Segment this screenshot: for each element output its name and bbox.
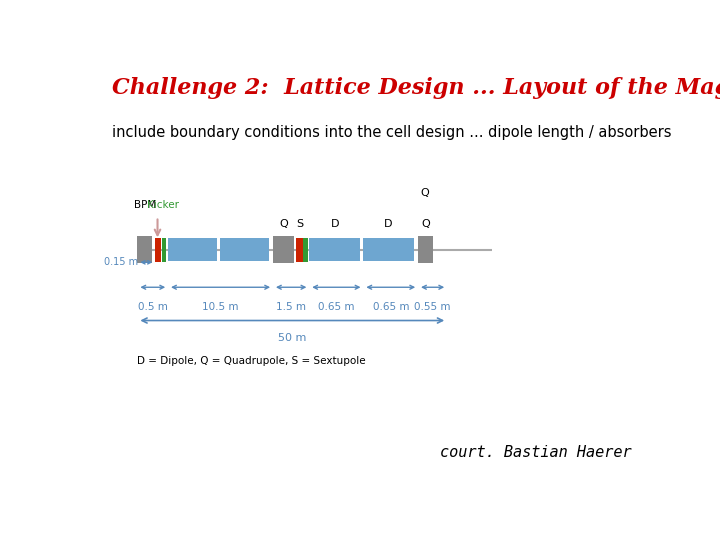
Text: include boundary conditions into the cell design ... dipole length / absorbers: include boundary conditions into the cel… bbox=[112, 125, 672, 140]
Bar bbox=[168, 238, 217, 261]
Bar bbox=[364, 238, 413, 261]
Text: 0.15 m: 0.15 m bbox=[104, 257, 138, 267]
Text: 0.65 m: 0.65 m bbox=[372, 302, 409, 312]
Bar bbox=[138, 237, 153, 264]
Text: Q: Q bbox=[279, 219, 288, 229]
Bar bbox=[297, 238, 302, 262]
Bar bbox=[273, 237, 294, 264]
Bar bbox=[156, 238, 161, 262]
Text: 1.5 m: 1.5 m bbox=[276, 302, 306, 312]
Bar bbox=[310, 238, 360, 261]
Bar bbox=[418, 237, 433, 264]
Text: Kicker: Kicker bbox=[147, 200, 179, 210]
Bar bbox=[162, 238, 166, 262]
Text: Challenge 2:  Lattice Design ... Layout of the Magnets: Challenge 2: Lattice Design ... Layout o… bbox=[112, 77, 720, 99]
Text: 0.5 m: 0.5 m bbox=[138, 302, 168, 312]
Text: Q: Q bbox=[421, 219, 430, 229]
Text: S: S bbox=[296, 219, 303, 229]
Text: 0.65 m: 0.65 m bbox=[318, 302, 355, 312]
Text: 0.55 m: 0.55 m bbox=[415, 302, 451, 312]
Text: court. Bastian Haerer: court. Bastian Haerer bbox=[440, 445, 631, 460]
Bar bbox=[220, 238, 269, 261]
Text: D: D bbox=[384, 219, 393, 229]
Text: D: D bbox=[330, 219, 339, 229]
Text: 50 m: 50 m bbox=[278, 333, 307, 343]
Bar bbox=[303, 238, 307, 262]
Text: D = Dipole, Q = Quadrupole, S = Sextupole: D = Dipole, Q = Quadrupole, S = Sextupol… bbox=[138, 356, 366, 366]
Text: Q: Q bbox=[420, 188, 429, 198]
Text: 10.5 m: 10.5 m bbox=[202, 302, 239, 312]
Text: BPM: BPM bbox=[133, 200, 156, 210]
